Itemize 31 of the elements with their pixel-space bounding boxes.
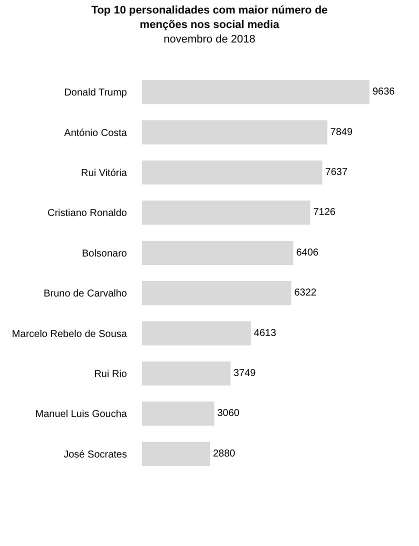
data-label: 3060 bbox=[217, 408, 240, 420]
chart-subtitle: novembro de 2018 bbox=[164, 33, 256, 46]
bar bbox=[142, 442, 210, 466]
data-label: 3749 bbox=[233, 368, 256, 379]
bar bbox=[142, 240, 294, 265]
bar bbox=[142, 80, 370, 104]
y-tick-label: Cristiano Ronaldo bbox=[48, 208, 128, 220]
y-tick-label: Bolsonaro bbox=[82, 248, 128, 260]
bar bbox=[142, 120, 328, 144]
y-tick-label: António Costa bbox=[64, 128, 128, 139]
y-tick-label: Rui Rio bbox=[94, 369, 128, 380]
bar bbox=[142, 402, 214, 426]
bar bbox=[142, 321, 251, 346]
data-label: 4613 bbox=[254, 328, 277, 339]
bar bbox=[142, 200, 310, 225]
bar bbox=[142, 281, 292, 306]
y-tick-label: Bruno de Carvalho bbox=[44, 288, 128, 300]
data-label: 6406 bbox=[296, 247, 319, 258]
bar bbox=[142, 160, 322, 185]
y-tick-label: Donald Trump bbox=[64, 88, 128, 99]
y-tick-label: Marcelo Rebelo de Sousa bbox=[12, 328, 128, 340]
y-tick-label: Manuel Luis Goucha bbox=[35, 409, 128, 420]
data-label: 9636 bbox=[372, 86, 396, 98]
y-tick-label: Rui Vitória bbox=[81, 168, 128, 179]
data-label: 7126 bbox=[313, 207, 336, 218]
y-tick-label: José Socrates bbox=[64, 449, 127, 460]
data-label: 6322 bbox=[294, 288, 317, 299]
data-label: 7637 bbox=[325, 167, 348, 178]
bar bbox=[142, 361, 230, 386]
data-label: 2880 bbox=[212, 448, 236, 460]
data-label: 7849 bbox=[330, 126, 353, 138]
